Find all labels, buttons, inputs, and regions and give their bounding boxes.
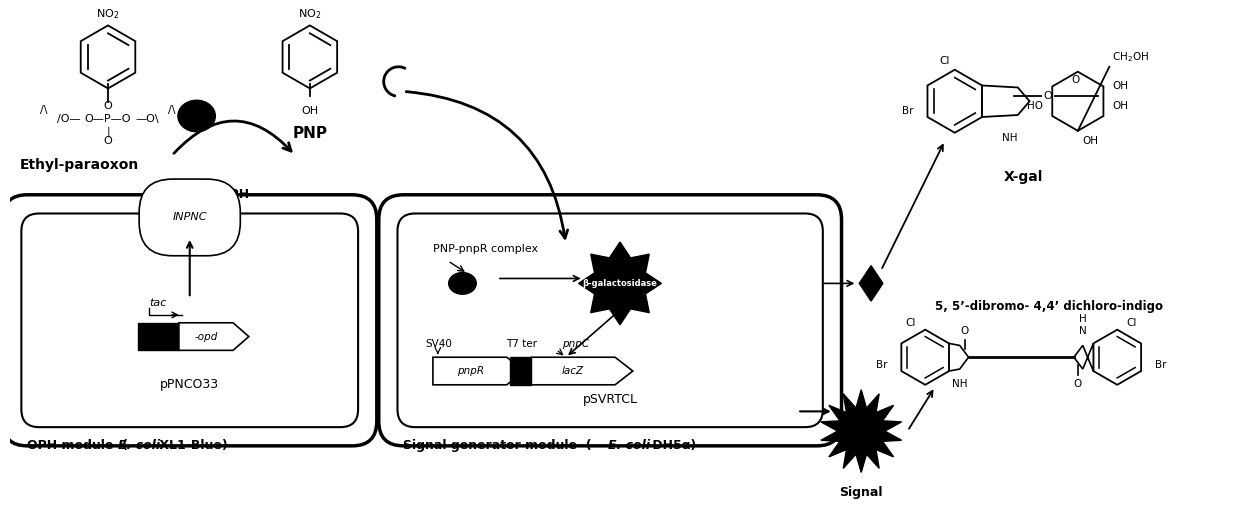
Text: O: O (104, 101, 113, 111)
Text: /\: /\ (169, 105, 176, 115)
FancyArrow shape (433, 357, 525, 385)
Polygon shape (901, 330, 949, 385)
Text: O: O (104, 136, 113, 146)
Text: OH: OH (1112, 101, 1128, 111)
Text: |: | (107, 126, 110, 137)
Polygon shape (283, 25, 337, 88)
Text: pnpC: pnpC (562, 339, 589, 349)
Text: OH: OH (1083, 136, 1099, 146)
Polygon shape (928, 70, 982, 133)
Text: pPNCO33: pPNCO33 (160, 378, 219, 391)
Text: -opd: -opd (195, 332, 218, 341)
Text: CH$_2$OH: CH$_2$OH (1112, 50, 1149, 64)
Text: Cl: Cl (940, 56, 950, 66)
Text: O: O (961, 326, 968, 336)
Polygon shape (1053, 72, 1104, 131)
Bar (510, 357, 532, 385)
Text: OH: OH (1112, 81, 1128, 91)
Ellipse shape (177, 100, 216, 132)
Text: Signal generator module  (: Signal generator module ( (403, 439, 591, 452)
Text: pSVRTCL: pSVRTCL (583, 393, 637, 406)
Text: O—P—O: O—P—O (84, 114, 131, 124)
Text: XL1-Blue): XL1-Blue) (155, 439, 228, 452)
Text: T7 ter: T7 ter (506, 339, 537, 349)
Text: E. coli: E. coli (608, 439, 650, 452)
Text: β-galactosidase: β-galactosidase (583, 279, 657, 288)
Text: HO: HO (1028, 101, 1043, 111)
Text: NO$_2$: NO$_2$ (298, 7, 321, 21)
Text: NH: NH (952, 379, 967, 389)
FancyArrowPatch shape (174, 121, 291, 154)
Polygon shape (81, 25, 135, 88)
Ellipse shape (449, 273, 476, 294)
Text: INPNC: INPNC (172, 213, 207, 222)
Text: OH: OH (301, 106, 319, 116)
Text: O: O (1043, 91, 1052, 102)
Polygon shape (579, 242, 661, 325)
Text: tac: tac (149, 298, 166, 308)
Text: O: O (1074, 379, 1083, 389)
Text: /O—: /O— (57, 114, 81, 124)
Text: E. coli: E. coli (118, 439, 160, 452)
Text: Signal: Signal (839, 486, 883, 499)
Text: SV40: SV40 (425, 339, 451, 349)
Text: 5, 5’-dibromo- 4,4’ dichloro-indigo: 5, 5’-dibromo- 4,4’ dichloro-indigo (935, 300, 1163, 313)
Polygon shape (1074, 343, 1094, 371)
Text: O: O (1071, 75, 1080, 84)
FancyArrow shape (532, 357, 632, 385)
Polygon shape (949, 343, 968, 371)
FancyBboxPatch shape (378, 195, 842, 446)
Text: PNP: PNP (293, 126, 327, 141)
Text: OPH module  (: OPH module ( (27, 439, 128, 452)
Text: Cl: Cl (1127, 318, 1137, 328)
FancyBboxPatch shape (21, 214, 358, 427)
Polygon shape (982, 85, 1029, 117)
Text: Br: Br (1154, 360, 1166, 370)
Text: OPH: OPH (219, 188, 249, 201)
Text: PNP-pnpR complex: PNP-pnpR complex (433, 244, 538, 254)
Bar (138, 323, 179, 350)
Text: Br: Br (901, 106, 914, 116)
Text: lacZ: lacZ (562, 366, 584, 376)
Text: NO$_2$: NO$_2$ (97, 7, 120, 21)
Text: pnpR: pnpR (456, 366, 484, 376)
Text: Cl: Cl (905, 318, 915, 328)
Text: NH: NH (1002, 133, 1018, 143)
Text: —O\: —O\ (135, 114, 159, 124)
Text: DH5α): DH5α) (647, 439, 696, 452)
Polygon shape (859, 266, 883, 301)
FancyArrow shape (179, 323, 249, 350)
FancyArrowPatch shape (407, 91, 568, 238)
FancyBboxPatch shape (398, 214, 823, 427)
Text: /\: /\ (40, 105, 48, 115)
Text: H
N: H N (1079, 314, 1086, 336)
Polygon shape (1094, 330, 1141, 385)
Text: X-gal: X-gal (1004, 170, 1043, 184)
FancyBboxPatch shape (2, 195, 377, 446)
Text: Br: Br (877, 360, 888, 370)
Polygon shape (821, 390, 901, 473)
Text: Ethyl-paraoxon: Ethyl-paraoxon (20, 158, 139, 172)
